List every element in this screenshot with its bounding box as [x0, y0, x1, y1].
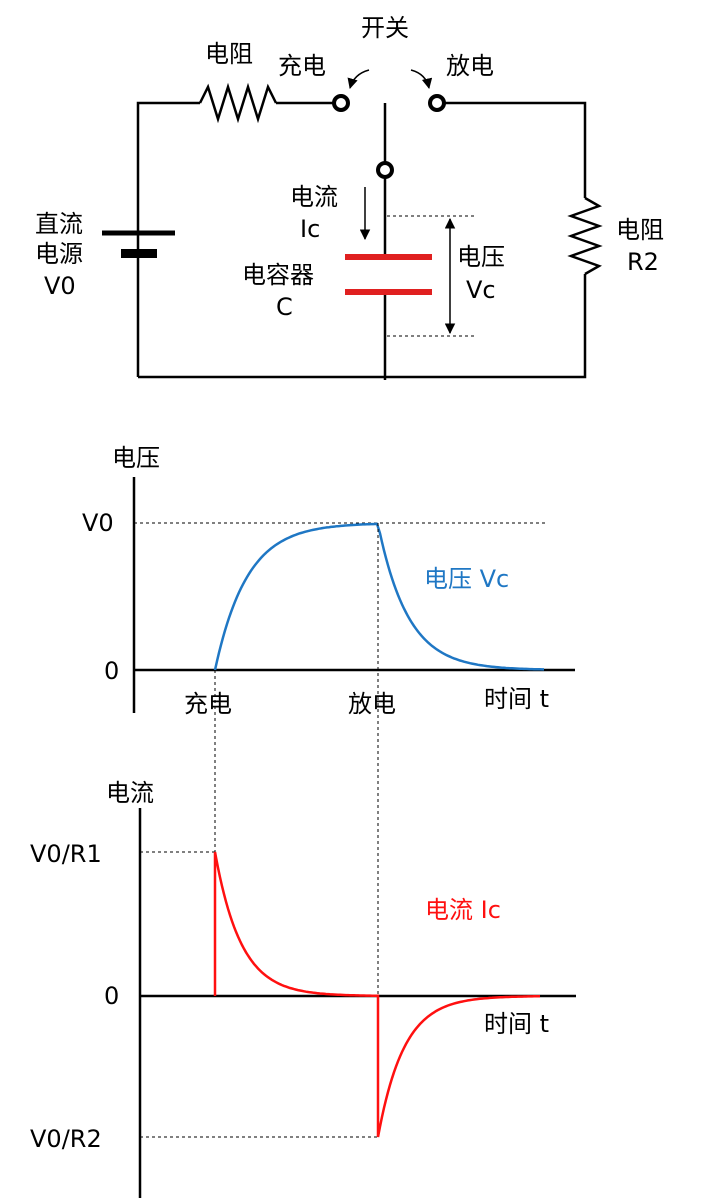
current-ic-curve: [213, 851, 540, 1138]
voltage-tick-zero: 0: [104, 657, 119, 685]
current-graph: 电流 V0/R1 0 V0/R2 时间 t 电流 Ic: [30, 779, 576, 1198]
voltage-label-2: Vc: [466, 276, 496, 304]
current-tick-top: V0/R1: [30, 840, 102, 868]
switch-arrow-charge: [347, 69, 370, 90]
resistor-r2-symbol: [567, 196, 603, 276]
discharge-label: 放电: [446, 52, 494, 80]
current-x-title: 时间 t: [484, 1010, 549, 1038]
current-curve-label: 电流 Ic: [425, 896, 501, 924]
current-tick-bottom: V0/R2: [30, 1125, 102, 1153]
charge-label: 充电: [278, 52, 326, 80]
source-label-3: V0: [44, 272, 76, 300]
circuit-diagram: 开关 充电 放电 电阻 电阻 R2 直流 电源 V0 电流 Ic 电容器 C 电…: [35, 14, 664, 380]
voltage-curve-label: 电压 Vc: [424, 565, 509, 593]
current-label-2: Ic: [300, 215, 320, 243]
wire-r2-bottom: [138, 274, 587, 379]
current-label-1: 电流: [290, 183, 338, 211]
current-tick-zero: 0: [104, 982, 119, 1010]
resistor2-id: R2: [627, 248, 659, 276]
resistor1-label: 电阻: [205, 40, 253, 68]
voltage-tick-v0: V0: [82, 509, 114, 537]
wire-discharge-right: [445, 101, 587, 198]
voltage-tick-discharge: 放电: [348, 690, 396, 718]
discharge-terminal: [428, 94, 446, 112]
capacitor-label-2: C: [276, 293, 293, 321]
voltage-graph: 电压 V0 0 充电 放电 时间 t 电压 Vc: [82, 444, 575, 718]
switch-label: 开关: [361, 14, 409, 42]
resistor-r1-symbol: [198, 82, 278, 124]
voltage-tick-charge: 充电: [184, 690, 232, 718]
capacitor-label-1: 电容器: [242, 261, 314, 289]
source-label-2: 电源: [35, 240, 83, 268]
wire-top-left: [136, 101, 200, 377]
current-y-title: 电流: [106, 779, 154, 807]
voltage-label-1: 电压: [457, 243, 505, 271]
resistor2-label: 电阻: [616, 216, 664, 244]
source-label-1: 直流: [35, 210, 83, 238]
switch-pivot: [376, 161, 394, 179]
charge-terminal: [332, 94, 350, 112]
voltage-vc-curve: [213, 522, 544, 671]
voltage-y-title: 电压: [112, 444, 160, 472]
voltage-x-title: 时间 t: [484, 685, 549, 713]
switch-arrow-discharge: [410, 69, 433, 90]
battery-plate-short: [121, 249, 157, 258]
